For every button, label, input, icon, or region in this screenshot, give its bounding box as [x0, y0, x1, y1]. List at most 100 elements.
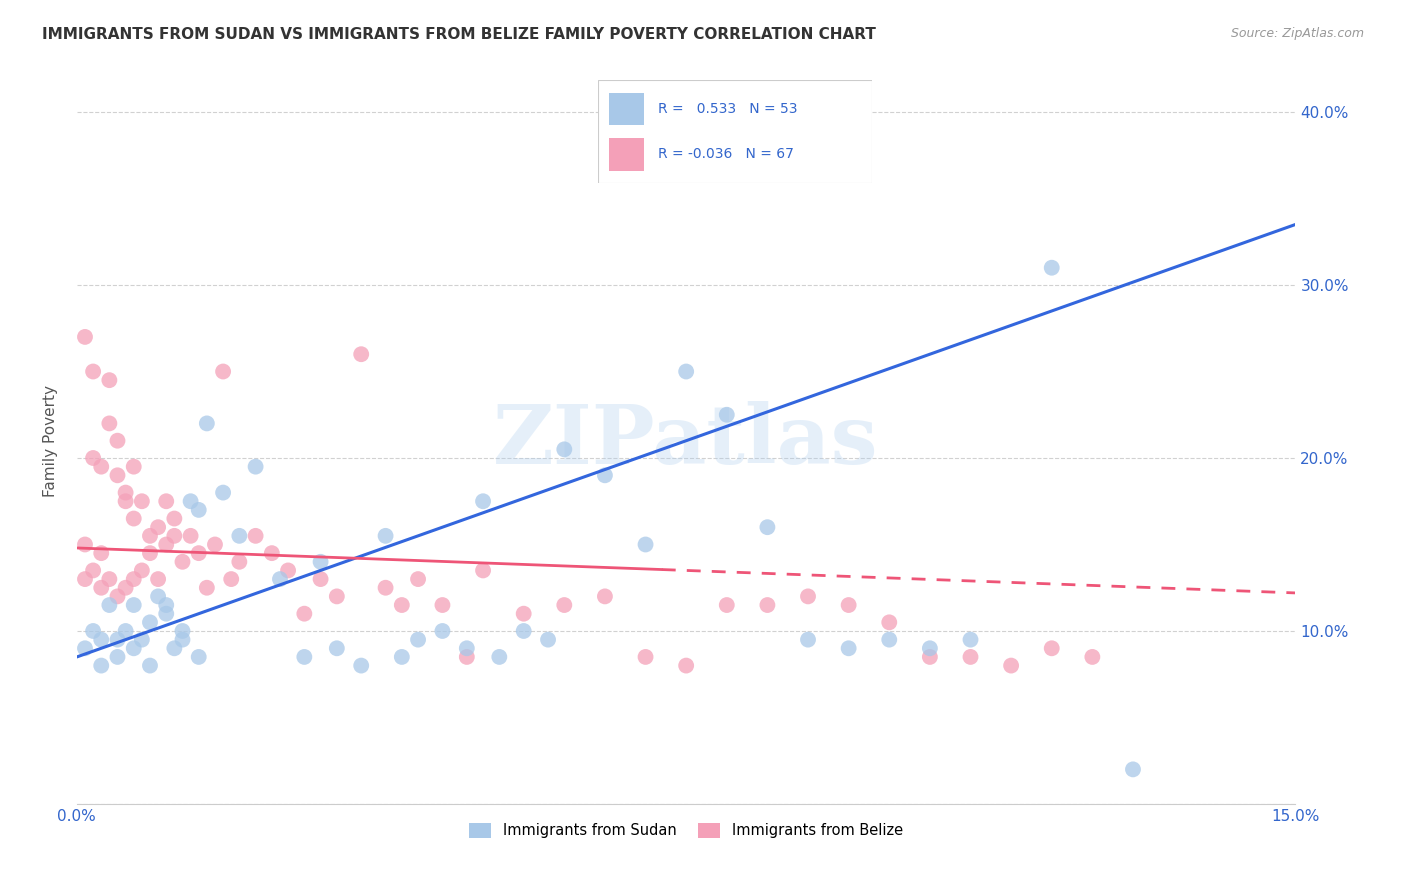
- Point: [114, 494, 136, 508]
- Point: [537, 632, 560, 647]
- Point: [269, 572, 291, 586]
- Point: [131, 564, 153, 578]
- Point: [107, 649, 129, 664]
- Point: [634, 537, 657, 551]
- Point: [82, 564, 104, 578]
- Point: [877, 615, 900, 630]
- Point: [456, 641, 478, 656]
- Point: [82, 364, 104, 378]
- Point: [172, 632, 194, 647]
- Point: [374, 581, 396, 595]
- Point: [180, 494, 202, 508]
- Point: [212, 485, 235, 500]
- Point: [309, 572, 332, 586]
- Point: [114, 581, 136, 595]
- Point: [228, 555, 250, 569]
- Point: [82, 624, 104, 638]
- Point: [212, 364, 235, 378]
- Point: [172, 624, 194, 638]
- Point: [918, 649, 941, 664]
- Point: [146, 590, 169, 604]
- Point: [877, 632, 900, 647]
- Point: [959, 632, 981, 647]
- Point: [918, 641, 941, 656]
- Point: [838, 641, 860, 656]
- Point: [98, 572, 121, 586]
- Point: [107, 434, 129, 448]
- Point: [139, 658, 162, 673]
- Point: [187, 546, 209, 560]
- Point: [716, 408, 738, 422]
- Point: [675, 658, 697, 673]
- Point: [553, 442, 575, 457]
- Point: [406, 632, 429, 647]
- Point: [553, 598, 575, 612]
- Point: [391, 598, 413, 612]
- Point: [163, 529, 186, 543]
- Point: [73, 330, 96, 344]
- Point: [716, 598, 738, 612]
- Point: [756, 520, 779, 534]
- Point: [187, 649, 209, 664]
- Point: [593, 468, 616, 483]
- Point: [90, 581, 112, 595]
- Point: [350, 658, 373, 673]
- Point: [292, 607, 315, 621]
- Point: [391, 649, 413, 664]
- Point: [756, 598, 779, 612]
- Point: [122, 459, 145, 474]
- Point: [472, 564, 495, 578]
- Point: [512, 607, 534, 621]
- Text: R =   0.533   N = 53: R = 0.533 N = 53: [658, 102, 797, 116]
- Point: [107, 590, 129, 604]
- Y-axis label: Family Poverty: Family Poverty: [44, 384, 58, 497]
- Point: [107, 468, 129, 483]
- Point: [1040, 641, 1063, 656]
- Point: [1000, 658, 1022, 673]
- Point: [292, 649, 315, 664]
- Bar: [609, 93, 644, 126]
- Point: [797, 632, 820, 647]
- Point: [675, 364, 697, 378]
- Point: [1040, 260, 1063, 275]
- Point: [146, 520, 169, 534]
- Point: [90, 546, 112, 560]
- Point: [326, 641, 349, 656]
- Point: [131, 632, 153, 647]
- Point: [131, 494, 153, 508]
- Legend: Immigrants from Sudan, Immigrants from Belize: Immigrants from Sudan, Immigrants from B…: [464, 817, 908, 844]
- Point: [172, 555, 194, 569]
- Point: [107, 632, 129, 647]
- Point: [245, 459, 267, 474]
- Point: [959, 649, 981, 664]
- Point: [73, 537, 96, 551]
- Point: [245, 529, 267, 543]
- Point: [90, 632, 112, 647]
- Point: [406, 572, 429, 586]
- Point: [139, 615, 162, 630]
- FancyBboxPatch shape: [598, 80, 872, 183]
- Point: [155, 607, 177, 621]
- Point: [163, 641, 186, 656]
- Point: [122, 641, 145, 656]
- Point: [512, 624, 534, 638]
- Point: [277, 564, 299, 578]
- Point: [114, 485, 136, 500]
- Point: [472, 494, 495, 508]
- Point: [1122, 763, 1144, 777]
- Point: [219, 572, 242, 586]
- Point: [114, 624, 136, 638]
- Point: [155, 494, 177, 508]
- Point: [593, 590, 616, 604]
- Point: [432, 624, 454, 638]
- Bar: [609, 137, 644, 170]
- Point: [838, 598, 860, 612]
- Point: [797, 590, 820, 604]
- Point: [309, 555, 332, 569]
- Point: [122, 511, 145, 525]
- Text: Source: ZipAtlas.com: Source: ZipAtlas.com: [1230, 27, 1364, 40]
- Point: [73, 641, 96, 656]
- Point: [204, 537, 226, 551]
- Point: [180, 529, 202, 543]
- Point: [163, 511, 186, 525]
